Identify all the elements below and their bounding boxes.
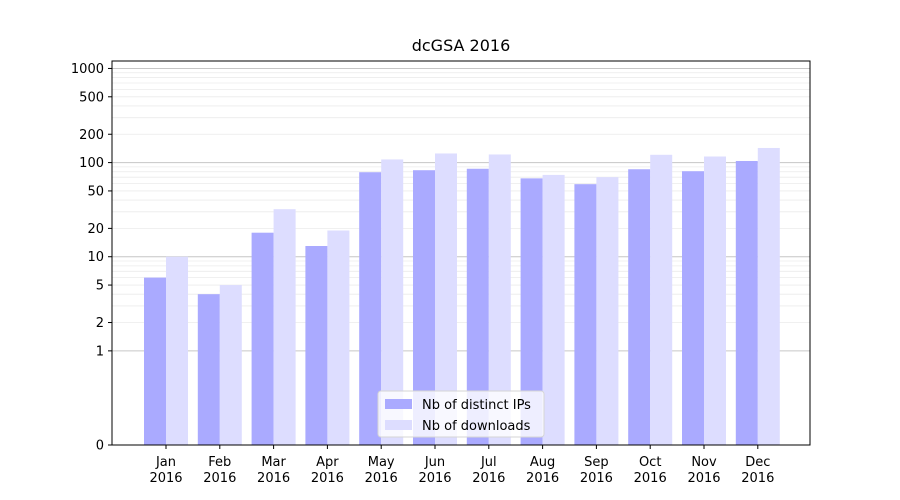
x-tick-label: 2016 xyxy=(526,471,559,486)
bar-downloads xyxy=(273,209,296,445)
legend-box xyxy=(377,390,545,438)
x-tick-label: Feb xyxy=(208,455,231,470)
bar-downloads xyxy=(542,174,565,446)
x-tick-label: Mar xyxy=(261,455,286,470)
y-tick-label: 20 xyxy=(87,222,104,237)
x-tick-label: 2016 xyxy=(580,471,613,486)
x-tick-label: Oct xyxy=(639,455,661,470)
bar-downloads xyxy=(435,153,457,446)
chart-title: dcGSA 2016 xyxy=(412,36,511,55)
y-tick-label: 100 xyxy=(79,156,104,171)
x-tick-label: 2016 xyxy=(365,471,398,486)
x-tick-label: 2016 xyxy=(634,471,667,486)
bar-distinct-ips xyxy=(520,178,543,445)
y-tick-label: 500 xyxy=(79,90,104,105)
y-tick-label: 10 xyxy=(87,250,104,265)
bar-downloads xyxy=(166,256,188,445)
bar-distinct-ips xyxy=(466,168,489,445)
bar-distinct-ips xyxy=(682,171,704,445)
x-tick-label: 2016 xyxy=(257,471,290,486)
bar-downloads xyxy=(327,230,350,445)
legend-swatch xyxy=(385,420,412,430)
bar-distinct-ips xyxy=(413,170,435,445)
bar-distinct-ips xyxy=(144,277,166,445)
bar-downloads xyxy=(488,154,511,446)
x-tick-label: May xyxy=(368,455,395,470)
y-tick-label: 50 xyxy=(87,184,104,199)
x-tick-label: Jul xyxy=(480,455,497,470)
x-tick-label: 2016 xyxy=(311,471,344,486)
x-tick-label: Sep xyxy=(584,455,609,470)
bar-downloads xyxy=(596,177,619,446)
x-tick-label: Dec xyxy=(745,455,770,470)
legend-label: Nb of downloads xyxy=(422,419,531,434)
x-tick-label: Aug xyxy=(530,455,555,470)
bar-distinct-ips xyxy=(251,232,274,445)
x-tick-label: 2016 xyxy=(687,471,720,486)
x-tick-label: Apr xyxy=(316,455,339,470)
bar-downloads xyxy=(704,156,726,446)
legend-label: Nb of distinct IPs xyxy=(422,398,531,413)
plot-frame xyxy=(111,60,811,446)
y-tick-label: 1000 xyxy=(71,62,104,77)
bar-downloads xyxy=(381,159,404,446)
y-tick-label: 2 xyxy=(96,316,104,331)
bar-downloads xyxy=(650,154,673,446)
x-tick-label: Jan xyxy=(155,455,176,470)
x-tick-label: 2016 xyxy=(418,471,451,486)
bar-distinct-ips xyxy=(574,184,597,445)
bars xyxy=(144,147,780,446)
x-tick-label: Jun xyxy=(424,455,445,470)
x-tick-label: 2016 xyxy=(149,471,182,486)
bar-distinct-ips xyxy=(197,294,220,445)
y-tick-label: 0 xyxy=(96,439,104,454)
x-tick-label: Nov xyxy=(691,455,717,470)
y-tick-label: 5 xyxy=(96,279,104,294)
x-tick-label: 2016 xyxy=(472,471,505,486)
legend-swatch xyxy=(385,399,412,409)
bar-distinct-ips xyxy=(735,160,758,445)
y-tick-label: 200 xyxy=(79,128,104,143)
bar-distinct-ips xyxy=(305,246,328,445)
legend: Nb of distinct IPs Nb of downloads xyxy=(377,390,545,438)
x-axis-ticks: Jan2016Feb2016Mar2016Apr2016May2016Jun20… xyxy=(149,445,774,486)
y-axis-ticks: 0 1 2 5 10 20 50 100 200 500 1000 xyxy=(71,62,112,454)
x-tick-label: 2016 xyxy=(741,471,774,486)
y-tick-label: 1 xyxy=(96,344,104,359)
x-tick-label: 2016 xyxy=(203,471,236,486)
bar-distinct-ips xyxy=(628,169,651,445)
bar-downloads xyxy=(757,147,780,445)
bar-downloads xyxy=(219,285,242,445)
bar-distinct-ips xyxy=(359,172,382,445)
